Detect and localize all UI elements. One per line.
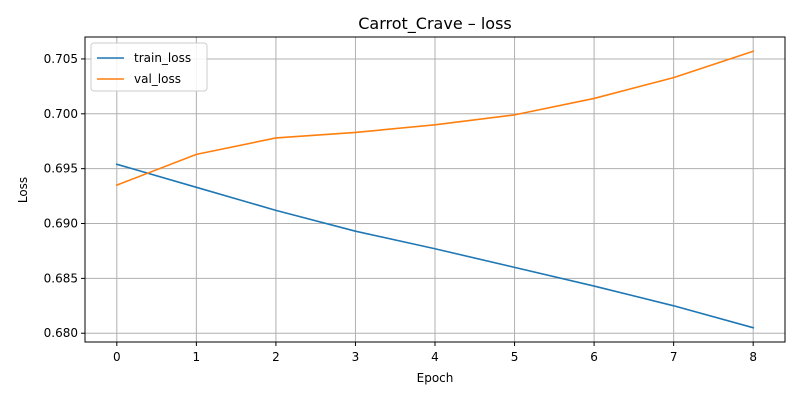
y-tick-label: 0.690 [44, 217, 78, 231]
series-lines [115, 50, 755, 329]
y-tick-label: 0.680 [44, 326, 78, 340]
x-tick-label: 3 [352, 350, 360, 364]
series-line-val-loss [115, 50, 755, 187]
grid [85, 37, 785, 342]
x-tick-label: 0 [113, 350, 121, 364]
x-axis-label: Epoch [417, 371, 454, 385]
x-axis-ticks: 0 1 2 3 4 5 6 7 8 [113, 342, 757, 364]
x-tick-label: 4 [431, 350, 439, 364]
x-tick-label: 7 [670, 350, 678, 364]
x-tick-label: 6 [590, 350, 598, 364]
y-axis-ticks: 0.680 0.685 0.690 0.695 0.700 0.705 [44, 52, 85, 340]
y-tick-label: 0.700 [44, 107, 78, 121]
y-tick-label: 0.695 [44, 162, 78, 176]
series-line-train-loss [115, 163, 755, 329]
y-tick-label: 0.685 [44, 271, 78, 285]
y-axis-label: Loss [16, 177, 30, 203]
chart-title: Carrot_Crave – loss [358, 14, 512, 34]
x-tick-label: 5 [511, 350, 519, 364]
legend-label-val-loss: val_loss [134, 72, 181, 86]
x-tick-label: 2 [272, 350, 280, 364]
x-tick-label: 1 [193, 350, 201, 364]
legend-label-train-loss: train_loss [134, 51, 191, 65]
x-tick-label: 8 [749, 350, 757, 364]
y-tick-label: 0.705 [44, 52, 78, 66]
legend: train_loss val_loss [90, 42, 208, 92]
